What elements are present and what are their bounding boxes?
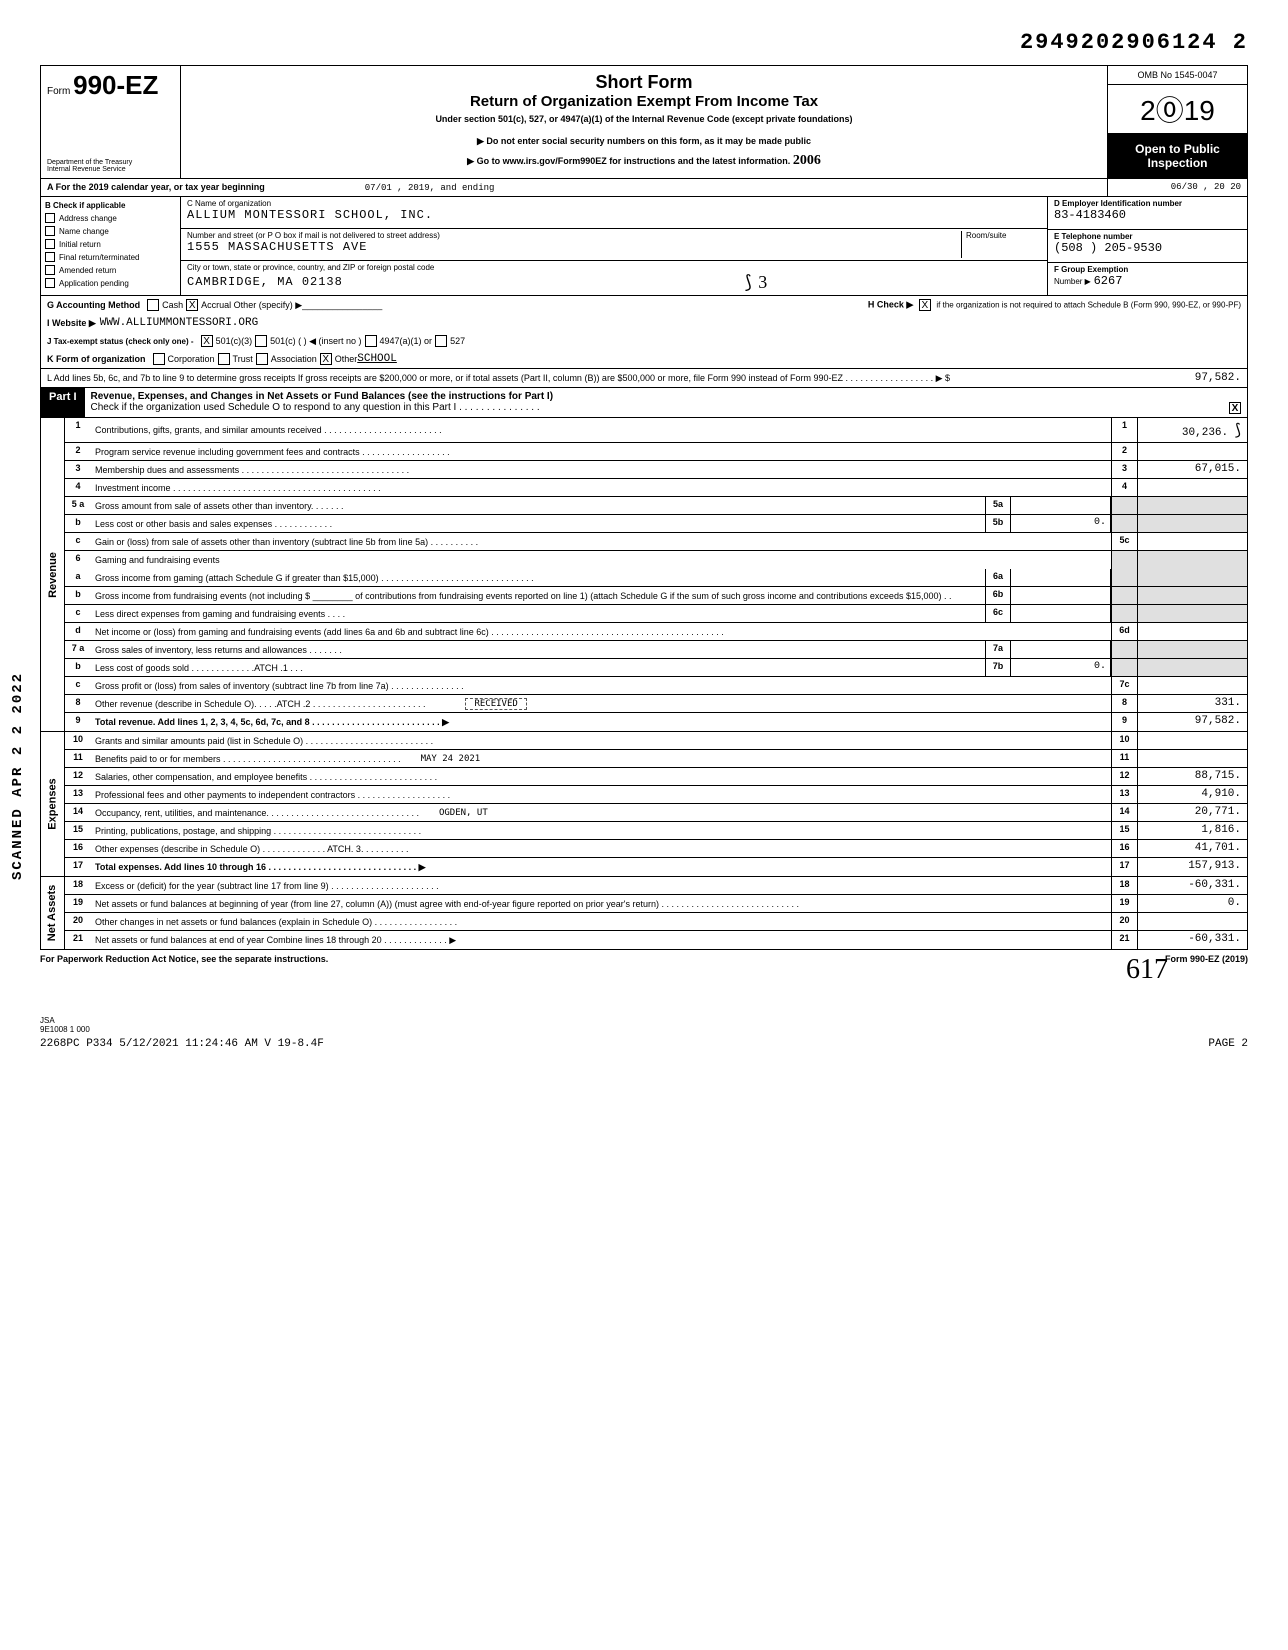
gross-receipts: 97,582. [1195,372,1241,384]
form-number: Form 990-EZ [47,70,174,101]
line4-val [1137,479,1247,496]
line3-val: 67,015. [1137,461,1247,478]
chk-trust[interactable] [218,353,230,365]
chk-sched-b[interactable]: X [919,299,931,311]
line15-val: 1,816. [1137,822,1247,839]
expenses-section: Expenses 10Grants and similar amounts pa… [40,732,1248,877]
line7c-val [1137,677,1247,694]
line7a-val [1011,641,1111,658]
chk-name-change[interactable] [45,226,55,236]
telephone: (508 ) 205-9530 [1054,241,1241,255]
line1-val: 30,236. ⟆ [1137,418,1247,442]
line10-val [1137,732,1247,749]
ein: 83-4183460 [1054,208,1241,222]
chk-sched-o[interactable]: X [1229,402,1241,414]
received-stamp: RECEIVED [465,698,526,710]
line6c-val [1011,605,1111,622]
form-year: 2⓪19 [1108,85,1247,134]
line9-val: 97,582. [1137,713,1247,731]
other-org-val: SCHOOL [357,353,397,365]
line5b-val: 0. [1011,515,1111,532]
line5c-val [1137,533,1247,550]
line7b-val: 0. [1011,659,1111,676]
chk-other-org[interactable]: X [320,353,332,365]
line-a: A For the 2019 calendar year, or tax yea… [40,179,1248,197]
line13-val: 4,910. [1137,786,1247,803]
line6a-val [1011,569,1111,586]
group-exemption: 6267 [1094,274,1123,288]
line16-val: 41,701. [1137,840,1247,857]
line8-val: 331. [1137,695,1247,712]
line17-val: 157,913. [1137,858,1247,876]
line6d-val [1137,623,1247,640]
chk-accrual[interactable]: X [186,299,198,311]
document-id: 2949202906124 2 [40,30,1248,55]
org-name: ALLIUM MONTESSORI SCHOOL, INC. [187,208,1041,222]
part1-header: Part I Revenue, Expenses, and Changes in… [40,388,1248,418]
line19-val: 0. [1137,895,1247,912]
line11-val [1137,750,1247,767]
chk-address-change[interactable] [45,213,55,223]
chk-4947[interactable] [365,335,377,347]
footer-meta: JSA 9E1008 1 000 2268PC P334 5/12/2021 1… [40,1016,1248,1050]
line18-val: -60,331. [1137,877,1247,894]
chk-cash[interactable] [147,299,159,311]
chk-assoc[interactable] [256,353,268,365]
line2-val [1137,443,1247,460]
line5a-val [1011,497,1111,514]
stamp-loc: OGDEN, UT [439,808,488,818]
line14-val: 20,771. [1137,804,1247,821]
website: WWW.ALLIUMMONTESSORI.ORG [100,317,258,329]
revenue-section: Revenue 1Contributions, gifts, grants, a… [40,418,1248,732]
omb-number: OMB No 1545-0047 [1108,66,1247,85]
chk-final-return[interactable] [45,252,55,262]
line6b-val [1011,587,1111,604]
chk-amended-return[interactable] [45,265,55,275]
stamp-date: MAY 24 2021 [421,754,481,764]
net-assets-section: Net Assets 18Excess or (deficit) for the… [40,877,1248,950]
chk-501c3[interactable]: X [201,335,213,347]
chk-501c[interactable] [255,335,267,347]
open-inspection: Open to Public Inspection [1108,134,1247,178]
dept-irs: Internal Revenue Service [47,166,174,174]
chk-527[interactable] [435,335,447,347]
form-title: Short Form [191,72,1097,93]
chk-initial-return[interactable] [45,239,55,249]
form-warn: ▶ Do not enter social security numbers o… [191,136,1097,147]
col-d-ids: D Employer Identification number 83-4183… [1047,197,1247,295]
chk-corp[interactable] [153,353,165,365]
org-city: CAMBRIDGE, MA 02138 ⟆ 3 [187,272,1041,293]
form-subtitle: Return of Organization Exempt From Incom… [191,93,1097,110]
form-goto: ▶ Go to www.irs.gov/Form990EZ for instru… [191,153,1097,169]
col-c-org-info: C Name of organization ALLIUM MONTESSORI… [181,197,1047,295]
chk-application-pending[interactable] [45,278,55,288]
block-bcd: B Check if applicable Address change Nam… [40,197,1248,296]
line21-val: -60,331. [1137,931,1247,949]
org-address: 1555 MASSACHUSETTS AVE [187,240,961,254]
scanned-stamp: SCANNED APR 2 2 2022 [10,672,26,880]
form-under: Under section 501(c), 527, or 4947(a)(1)… [191,114,1097,124]
form-header: Form 990-EZ Department of the Treasury I… [40,65,1248,179]
dept-treasury: Department of the Treasury [47,159,174,167]
lines-g-to-l: G Accounting Method Cash XAccrual Other … [40,296,1248,388]
col-b-checkboxes: B Check if applicable Address change Nam… [41,197,181,295]
line12-val: 88,715. [1137,768,1247,785]
line20-val [1137,913,1247,930]
